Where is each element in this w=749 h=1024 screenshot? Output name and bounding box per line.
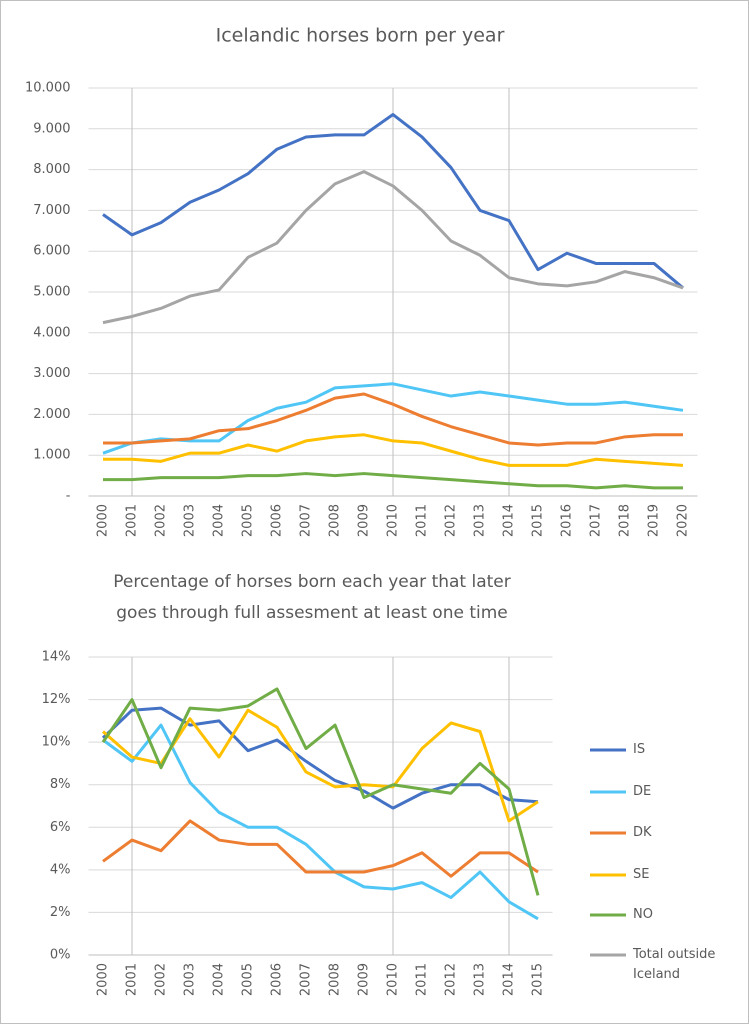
series-line [102,819,539,878]
y-tick-label: 4.000 [33,325,70,340]
series-line [102,170,684,325]
x-tick-label: 2009 [357,963,372,996]
series-line [102,382,684,455]
y-tick-label: 0% [50,948,71,963]
y-tick-label: 8.000 [33,162,70,177]
y-tick-label: 10% [42,735,71,750]
y-tick-label: 7.000 [33,203,70,218]
x-tick-label: 2013 [473,504,488,537]
x-tick-label: 2018 [618,504,633,537]
x-tick-label: 2002 [154,504,169,537]
x-tick-label: 2012 [444,504,459,537]
y-tick-label: 12% [42,692,71,707]
x-tick-label: 2001 [125,504,140,537]
x-tick-label: 2005 [241,963,256,996]
legend-label: DE [633,784,652,799]
chart-title: goes through full assesment at least one… [116,603,508,623]
x-tick-label: 2001 [125,963,140,996]
y-tick-label: 6% [50,820,71,835]
x-tick-label: 2015 [531,963,546,996]
y-tick-label: 2.000 [33,407,70,422]
legend-label: SE [633,867,650,882]
x-tick-label: 2014 [502,504,517,537]
x-tick-label: 2007 [299,963,314,996]
legend-label: Total outside Iceland [633,947,716,982]
x-tick-label: 2004 [212,504,227,537]
y-tick-label: 4% [50,862,71,877]
x-tick-label: 2003 [183,963,198,996]
series-line [103,472,683,490]
x-tick-label: 2019 [647,504,662,537]
series-line [101,706,539,810]
y-tick-label: 8% [50,777,71,792]
legend-label: IS [633,742,646,757]
series-line [102,708,539,823]
series-line [102,113,684,290]
x-tick-label: 2009 [357,504,372,537]
x-tick-label: 2011 [415,963,430,996]
chart-title: Percentage of horses born each year that… [113,572,511,592]
legend-label: DK [633,825,652,840]
x-tick-label: 2013 [473,963,488,996]
x-tick-label: 2017 [589,504,604,537]
x-tick-label: 2008 [328,963,343,996]
x-tick-label: 2000 [96,963,111,996]
legend-label: NO [633,907,653,922]
y-tick-label: 9.000 [33,121,70,136]
x-tick-label: 2014 [502,963,517,996]
x-tick-label: 2006 [270,504,285,537]
x-tick-label: 2006 [270,963,285,996]
series-line [103,392,683,447]
x-tick-label: 2000 [96,504,111,537]
x-tick-label: 2015 [531,504,546,537]
y-tick-label: - [66,489,71,504]
x-tick-label: 2020 [676,504,691,537]
y-tick-label: 2% [50,905,71,920]
y-tick-label: 5.000 [33,285,70,300]
y-tick-label: 14% [42,650,71,665]
x-tick-label: 2005 [241,504,256,537]
x-tick-label: 2002 [154,963,169,996]
y-tick-label: 10.000 [25,81,71,96]
x-tick-label: 2008 [328,504,343,537]
x-tick-label: 2016 [560,504,575,537]
series-line [103,433,684,467]
x-tick-label: 2011 [415,504,430,537]
x-tick-label: 2004 [212,963,227,996]
x-tick-label: 2007 [299,504,314,537]
chart-title: Icelandic horses born per year [216,25,505,47]
y-tick-label: 3.000 [33,366,70,381]
y-tick-label: 1.000 [33,448,70,463]
series-line [102,723,539,921]
y-tick-label: 6.000 [33,244,70,259]
series-line [101,687,540,896]
x-tick-label: 2010 [386,963,401,996]
x-tick-label: 2010 [386,504,401,537]
x-tick-label: 2003 [183,504,198,537]
x-tick-label: 2012 [444,963,459,996]
